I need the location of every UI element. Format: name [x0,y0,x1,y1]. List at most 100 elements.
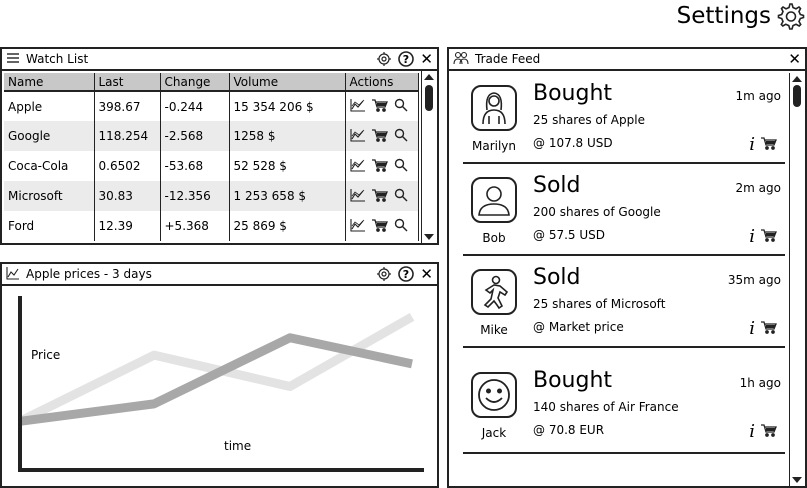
trade-feed-scrollbar[interactable] [789,73,805,486]
trade-price: @ Market price [533,320,624,334]
trade-user: Bob [482,231,506,245]
menu-icon[interactable] [6,52,20,67]
search-action-icon[interactable] [394,188,408,205]
watch-list-title: Watch List [26,52,89,66]
table-row[interactable]: Microsoft 30.83 -12.356 1 253 658 $ [4,181,419,211]
cell-last: 12.39 [94,211,161,241]
cell-name: Microsoft [4,181,95,211]
close-icon[interactable]: ✕ [788,49,801,68]
cart-icon[interactable] [761,422,777,441]
chart-action-icon[interactable] [349,128,366,145]
cart-icon[interactable] [761,135,777,154]
chart-action-icon[interactable] [349,218,366,235]
cart-action-icon[interactable] [371,218,388,235]
cell-last: 118.254 [94,121,161,151]
search-action-icon[interactable] [394,128,408,145]
trade-time: 35m ago [727,273,781,287]
info-icon[interactable]: i [749,133,755,155]
gear-icon[interactable] [376,51,392,67]
chart-action-icon[interactable] [349,98,366,115]
table-row[interactable]: Apple 398.67 -0.244 15 354 206 $ [4,91,419,121]
trade-item[interactable]: Mike Sold 25 shares of Microsoft @ Market p… [463,257,785,348]
chart-action-icon[interactable] [349,188,366,205]
scroll-thumb[interactable] [425,85,433,111]
cell-volume: 1258 $ [229,121,346,151]
close-icon[interactable]: ✕ [420,264,433,283]
cell-last: 30.83 [94,181,161,211]
svg-text:?: ? [403,268,409,281]
price-chart: Price time [18,296,424,472]
watch-list-table: Name Last Change Volume Actions Apple 398… [4,73,419,241]
cell-name: Coca-Cola [4,151,95,181]
trade-feed-panel: Trade Feed ✕ Marilyn Bought 25 shares of A… [447,47,807,488]
search-action-icon[interactable] [394,158,408,175]
trade-item[interactable]: Jack Bought 140 shares of Air France @ 70.8… [463,360,785,454]
x-axis-label: time [224,439,251,453]
trade-time: 2m ago [735,181,781,195]
cell-last: 398.67 [94,91,161,121]
col-name[interactable]: Name [4,73,95,92]
cell-last: 0.6502 [94,151,161,181]
scroll-up-arrow[interactable] [424,74,434,80]
cell-name: Ford [4,211,95,241]
close-icon[interactable]: ✕ [420,49,433,68]
cart-action-icon[interactable] [371,128,388,145]
search-action-icon[interactable] [394,218,408,235]
apple-prices-panel: Apple prices - 3 days ? ✕ Price time [0,262,439,488]
col-last[interactable]: Last [94,73,161,92]
search-action-icon[interactable] [394,98,408,115]
trade-price: @ 57.5 USD [533,228,605,242]
trade-item[interactable]: Marilyn Bought 25 shares of Apple @ 107.8 U… [463,73,785,164]
scroll-down-arrow[interactable] [424,234,434,240]
cell-volume: 52 528 $ [229,151,346,181]
page-title: Settings [676,3,771,29]
cell-name: Apple [4,91,95,121]
help-icon[interactable]: ? [398,51,415,67]
scroll-up-arrow[interactable] [792,76,802,82]
cell-change: -0.244 [160,91,230,121]
gear-icon[interactable] [376,266,392,282]
trade-action: Bought [533,368,613,393]
watch-list-panel: Watch List ? ✕ Name Last Change Volume A… [0,47,439,245]
trade-feed-title: Trade Feed [475,52,541,66]
table-row[interactable]: Google 118.254 -2.568 1258 $ [4,121,419,151]
trade-detail: 200 shares of Google [533,205,661,219]
person-avatar-icon [471,177,517,223]
trade-item[interactable]: Bob Sold 200 shares of Google @ 57.5 USD 2m … [463,165,785,256]
cart-action-icon[interactable] [371,188,388,205]
trade-list: Marilyn Bought 25 shares of Apple @ 107.8 U… [463,73,785,486]
trade-time: 1m ago [735,89,781,103]
cell-actions [345,211,419,241]
trade-detail: 25 shares of Microsoft [533,297,666,311]
info-icon[interactable]: i [749,420,755,442]
scroll-down-arrow[interactable] [792,477,802,483]
trade-detail: 25 shares of Apple [533,113,645,127]
trade-feed-header: Trade Feed ✕ [449,49,805,71]
col-volume[interactable]: Volume [229,73,346,92]
cell-change: -53.68 [160,151,230,181]
trade-user: Mike [480,323,508,337]
settings-gear-icon[interactable] [775,1,805,31]
smiley-icon [471,372,517,418]
cell-change: -2.568 [160,121,230,151]
table-row[interactable]: Ford 12.39 +5.368 25 869 $ [4,211,419,241]
cart-icon[interactable] [761,227,777,246]
cart-action-icon[interactable] [371,98,388,115]
cell-actions [345,91,419,121]
trade-price: @ 70.8 EUR [533,423,605,437]
table-row[interactable]: Coca-Cola 0.6502 -53.68 52 528 $ [4,151,419,181]
trade-action: Sold [533,173,581,198]
chart-action-icon[interactable] [349,158,366,175]
info-icon[interactable]: i [749,317,755,339]
y-axis-label: Price [31,348,60,362]
cart-action-icon[interactable] [371,158,388,175]
scroll-thumb[interactable] [793,85,801,107]
info-icon[interactable]: i [749,225,755,247]
cart-icon[interactable] [761,319,777,338]
woman-avatar-icon [471,85,517,131]
col-change[interactable]: Change [160,73,230,92]
watch-list-scrollbar[interactable] [421,71,437,243]
help-icon[interactable]: ? [398,266,415,282]
chart-header: Apple prices - 3 days ? ✕ [2,264,437,286]
trade-detail: 140 shares of Air France [533,400,679,414]
